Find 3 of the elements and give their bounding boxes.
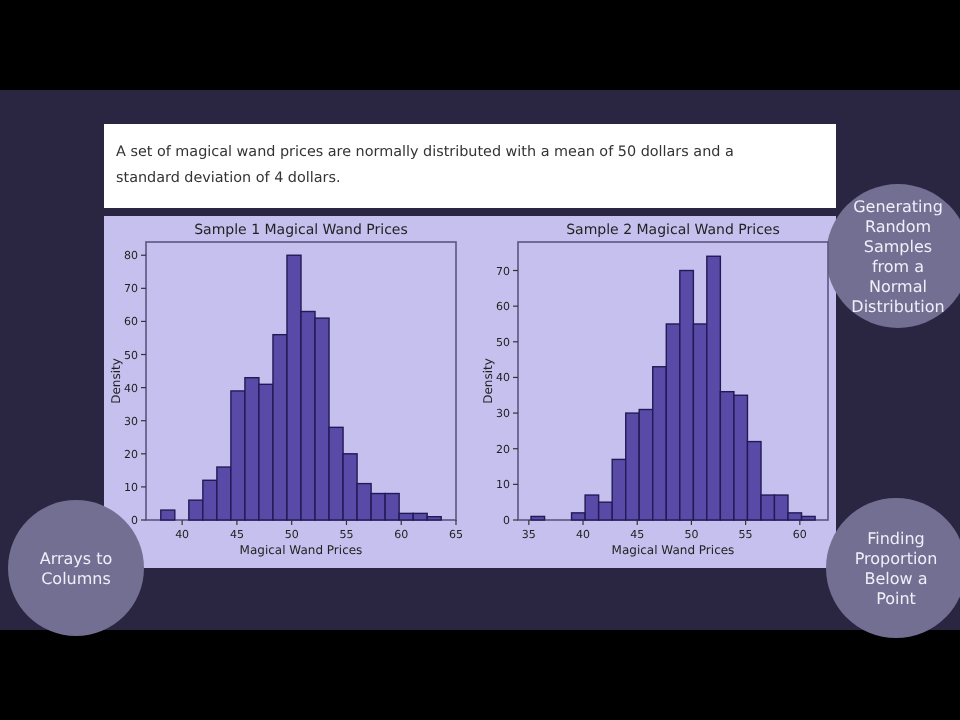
text: Finding Proportion Below a Point [854,530,938,608]
text: Arrays to Columns [39,550,113,588]
text: Generating Random Samples from a Normal Distribution [851,198,945,316]
